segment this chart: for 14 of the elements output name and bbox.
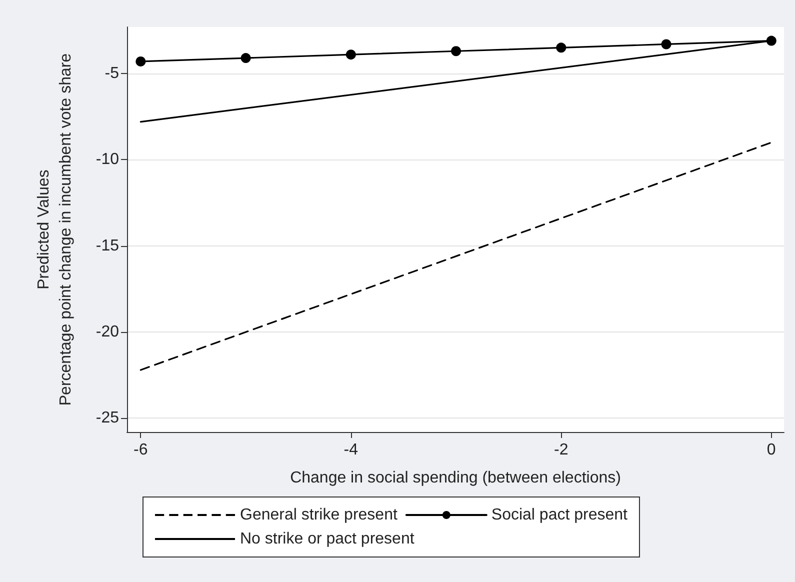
y-tick-label: -10 (96, 151, 120, 168)
x-tick-label: 0 (766, 442, 776, 458)
legend-label: No strike or pact present (240, 530, 415, 548)
x-axis-title: Change in social spending (between elections) (290, 470, 621, 486)
x-tick-label: -6 (134, 442, 148, 458)
legend-label: General strike present (240, 506, 398, 524)
x-tick-label: -4 (344, 442, 358, 458)
y-tick-label: -15 (96, 237, 120, 254)
y-tick-label: -20 (96, 324, 120, 341)
y-tick-label: -5 (104, 65, 120, 82)
y-tick-label: -25 (96, 410, 120, 427)
x-tick-label: -2 (554, 442, 568, 458)
legend-label: Social pact present (491, 506, 628, 524)
y-axis-title: Predicted Values Percentage point change in incumbent vote share (36, 53, 74, 406)
